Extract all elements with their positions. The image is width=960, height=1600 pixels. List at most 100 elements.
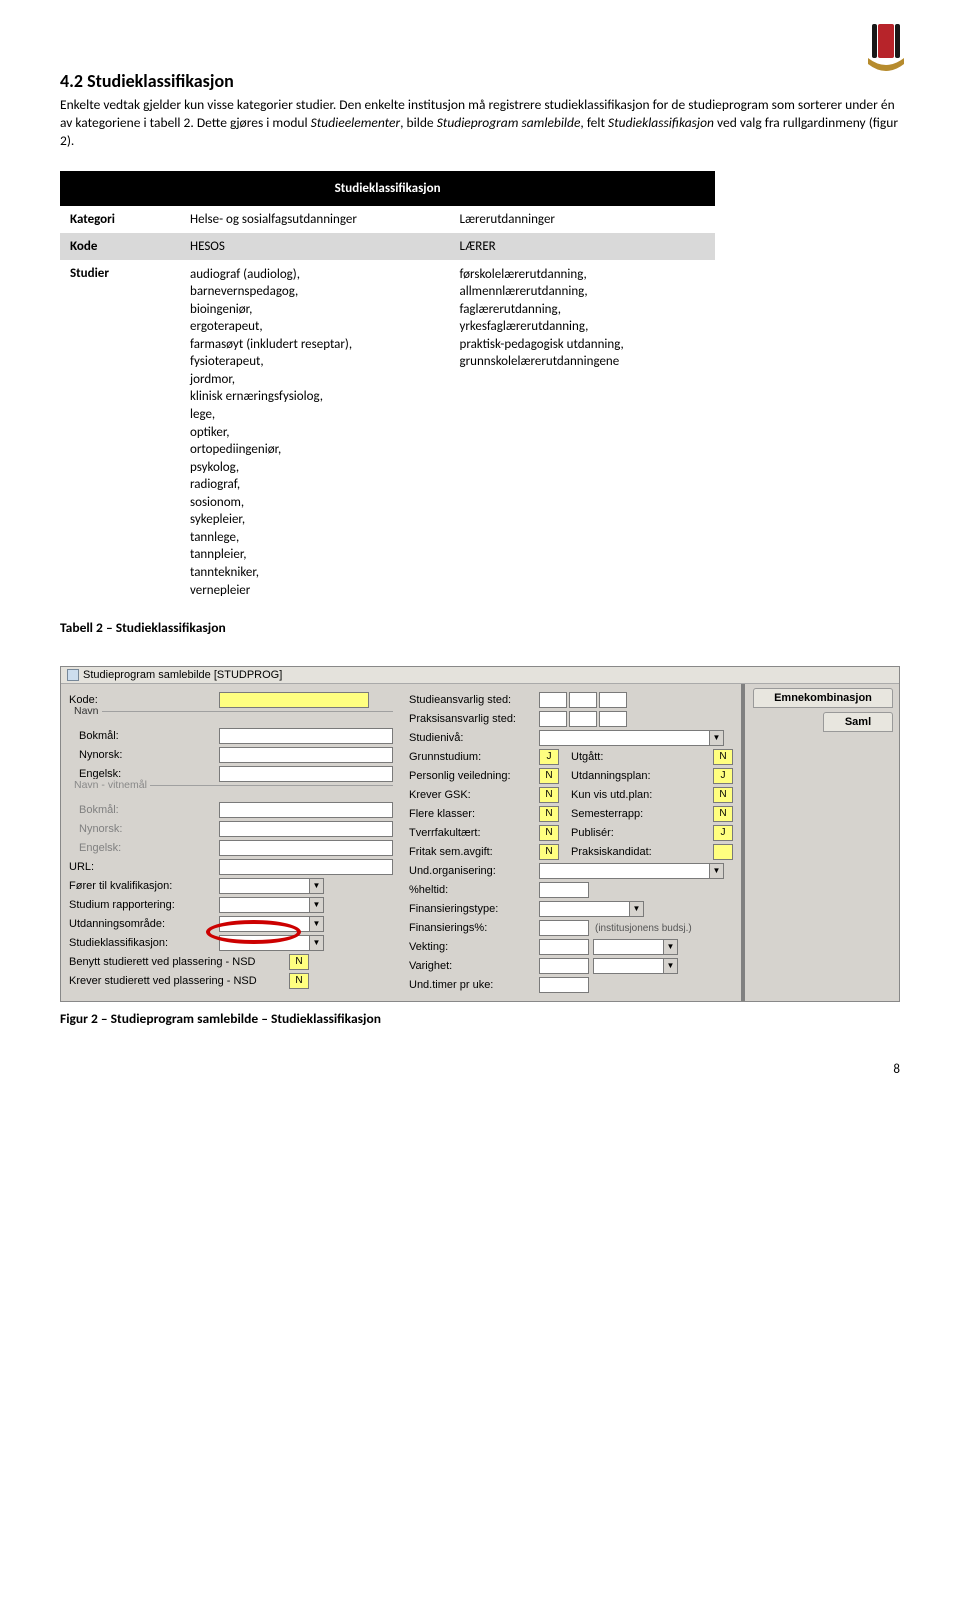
lbl-stniv: Studienivå: (409, 732, 539, 744)
input-finp[interactable] (539, 920, 589, 936)
lbl-prak: Praksisansvarlig sted: (409, 713, 539, 725)
dropdown-icon[interactable]: ▼ (309, 897, 324, 913)
lbl-fin: Finansieringstype: (409, 903, 539, 915)
screenshot-window: Studieprogram samlebilde [STUDPROG] Kode… (60, 666, 900, 1002)
input-grunn[interactable]: J (539, 749, 559, 765)
lbl-kgsk: Krever GSK: (409, 789, 539, 801)
lbl-engelsk2: Engelsk: (69, 842, 219, 854)
tab-saml[interactable]: Saml (823, 712, 893, 732)
section-heading: 4.2 Studieklassifikasjon (60, 70, 900, 92)
lbl-bokmal: Bokmål: (69, 730, 219, 742)
input-pers[interactable]: N (539, 768, 559, 784)
lbl-sem: Semesterrapp: (571, 808, 643, 820)
input-bokmal[interactable] (219, 728, 393, 744)
input-prak2[interactable] (569, 711, 597, 727)
lbl-bokmal2: Bokmål: (69, 804, 219, 816)
dropdown-icon[interactable]: ▼ (629, 901, 644, 917)
lbl-studieklass: Studieklassifikasjon: (69, 937, 219, 949)
window-titlebar: Studieprogram samlebilde [STUDPROG] (61, 667, 899, 684)
window-title: Studieprogram samlebilde [STUDPROG] (83, 669, 282, 681)
lbl-utdp: Utdanningsplan: (571, 770, 651, 782)
dropdown-icon[interactable]: ▼ (309, 916, 324, 932)
dropdown-icon[interactable]: ▼ (309, 935, 324, 951)
lbl-var: Varighet: (409, 960, 539, 972)
input-stans2[interactable] (569, 692, 597, 708)
input-fler[interactable]: N (539, 806, 559, 822)
input-benytt[interactable]: N (289, 954, 309, 970)
row-label-kategori: Kategori (60, 206, 180, 233)
input-kun[interactable]: N (713, 787, 733, 803)
classification-table: Studieklassifikasjon Kategori Helse- og … (60, 171, 715, 605)
lbl-nynorsk: Nynorsk: (69, 749, 219, 761)
input-stans3[interactable] (599, 692, 627, 708)
figure-caption: Figur 2 – Studieprogram samlebilde – Stu… (60, 1010, 900, 1027)
kode-a: HESOS (180, 233, 449, 260)
input-krever[interactable]: N (289, 973, 309, 989)
logo-icon (862, 20, 910, 76)
note-finp: (institusjonens budsj.) (595, 923, 692, 934)
lbl-finp: Finansierings%: (409, 922, 539, 934)
input-tver[interactable]: N (539, 825, 559, 841)
lbl-nynorsk2: Nynorsk: (69, 823, 219, 835)
kategori-b: Lærerutdanninger (449, 206, 715, 233)
input-prakk[interactable] (713, 844, 733, 860)
lbl-helt: %heltid: (409, 884, 539, 896)
lbl-utd: Utdanningsområde: (69, 918, 219, 930)
input-url[interactable] (219, 859, 393, 875)
input-bokmal2[interactable] (219, 802, 393, 818)
input-studium[interactable] (219, 897, 309, 913)
lbl-krever: Krever studierett ved plassering - NSD (69, 975, 289, 987)
lbl-und: Und.organisering: (409, 865, 539, 877)
studier-b: førskolelærerutdanning, allmennlærerutda… (449, 260, 715, 605)
input-prak1[interactable] (539, 711, 567, 727)
input-vekt1[interactable] (539, 939, 589, 955)
lbl-tver: Tverrfakultært: (409, 827, 539, 839)
input-prak3[interactable] (599, 711, 627, 727)
input-utd[interactable] (219, 916, 309, 932)
input-var2[interactable] (593, 958, 663, 974)
dropdown-icon[interactable]: ▼ (663, 958, 678, 974)
lbl-undt: Und.timer pr uke: (409, 979, 539, 991)
input-undt[interactable] (539, 977, 589, 993)
lbl-publ: Publisér: (571, 827, 614, 839)
input-utdp[interactable]: J (713, 768, 733, 784)
tab-emnekomb[interactable]: Emnekombinasjon (753, 688, 893, 708)
input-studieklass[interactable] (219, 935, 309, 951)
intro-paragraph: Enkelte vedtak gjelder kun visse kategor… (60, 96, 900, 151)
input-stans1[interactable] (539, 692, 567, 708)
input-nynorsk[interactable] (219, 747, 393, 763)
input-stniv[interactable] (539, 730, 709, 746)
lbl-fler: Flere klasser: (409, 808, 539, 820)
dropdown-icon[interactable]: ▼ (709, 863, 724, 879)
input-var1[interactable] (539, 958, 589, 974)
lbl-grunn: Grunnstudium: (409, 751, 539, 763)
input-kode[interactable] (219, 692, 369, 708)
input-sem[interactable]: N (713, 806, 733, 822)
lbl-benytt: Benytt studierett ved plassering - NSD (69, 956, 289, 968)
table-title: Studieklassifikasjon (60, 171, 715, 206)
dropdown-icon[interactable]: ▼ (709, 730, 724, 746)
input-kgsk[interactable]: N (539, 787, 559, 803)
input-engelsk[interactable] (219, 766, 393, 782)
lbl-prakk: Praksiskandidat: (571, 846, 652, 858)
input-frit[interactable]: N (539, 844, 559, 860)
lbl-studium: Studium rapportering: (69, 899, 219, 911)
input-publ[interactable]: J (713, 825, 733, 841)
input-engelsk2[interactable] (219, 840, 393, 856)
lbl-utg: Utgått: (571, 751, 603, 763)
input-und[interactable] (539, 863, 709, 879)
lbl-url: URL: (69, 861, 219, 873)
dropdown-icon[interactable]: ▼ (309, 878, 324, 894)
input-nynorsk2[interactable] (219, 821, 393, 837)
dropdown-icon[interactable]: ▼ (663, 939, 678, 955)
input-helt[interactable] (539, 882, 589, 898)
window-icon (67, 669, 79, 681)
input-fin[interactable] (539, 901, 629, 917)
input-utg[interactable]: N (713, 749, 733, 765)
group-navn-vitnemal (71, 785, 393, 800)
lbl-kun: Kun vis utd.plan: (571, 789, 652, 801)
row-label-studier: Studier (60, 260, 180, 605)
input-vekt2[interactable] (593, 939, 663, 955)
input-forer[interactable] (219, 878, 309, 894)
lbl-vekt: Vekting: (409, 941, 539, 953)
